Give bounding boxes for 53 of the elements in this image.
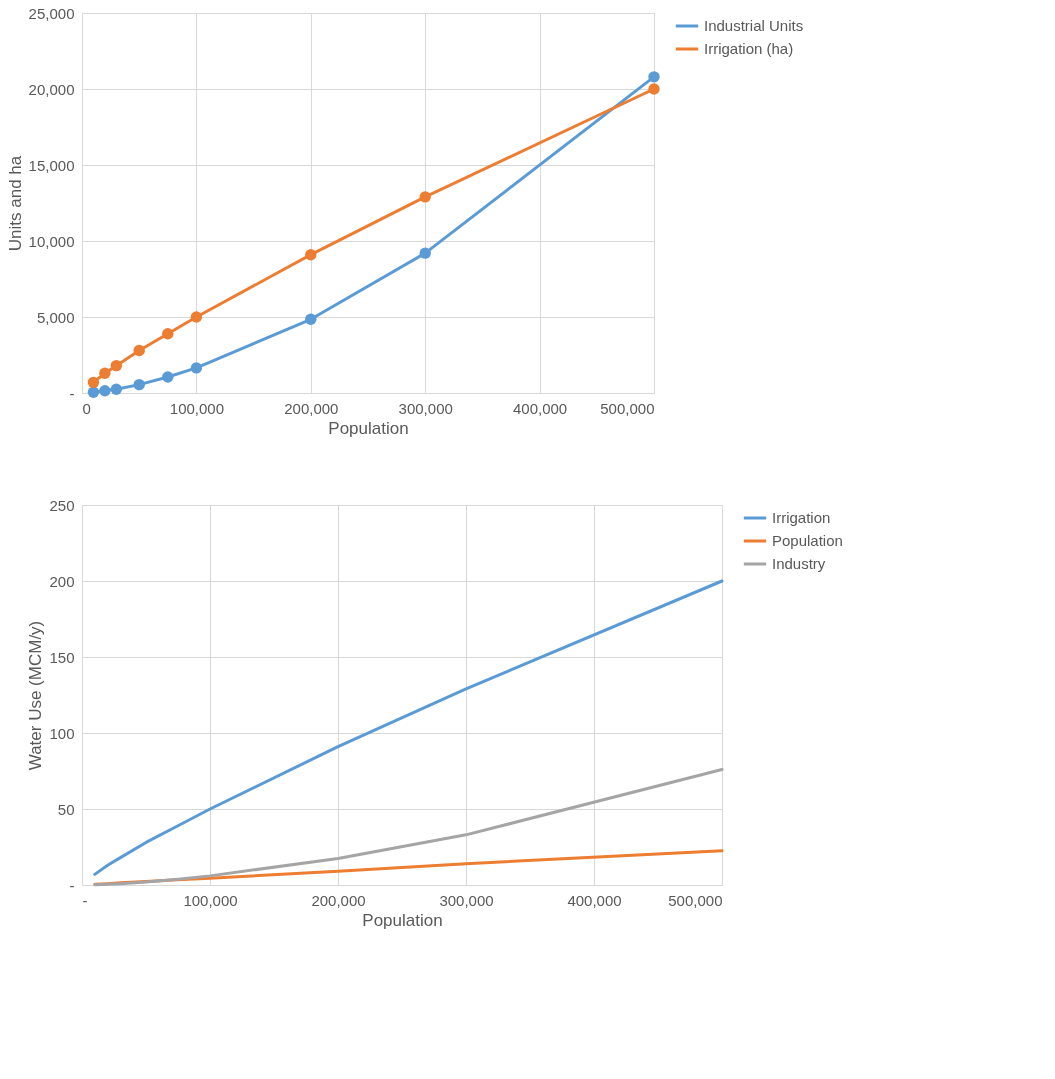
- point: [110, 383, 123, 395]
- point: [87, 376, 100, 389]
- point: [305, 248, 317, 261]
- x-tick-label: 100,000: [169, 399, 225, 417]
- y-tick-label: -: [69, 384, 75, 402]
- y-tick-label: 50: [57, 800, 75, 818]
- point: [162, 328, 174, 340]
- x-tick-label: 0: [82, 399, 91, 417]
- y-tick-label: 150: [49, 648, 75, 666]
- point: [419, 191, 431, 203]
- y-tick-label: 10,000: [28, 232, 75, 250]
- legend-label: Irrigation: [772, 509, 831, 526]
- point: [162, 371, 174, 383]
- y-axis-title: Water Use (MCM/y): [26, 620, 46, 771]
- x-tick-label: 500,000: [600, 399, 655, 417]
- point: [110, 359, 123, 372]
- point: [87, 386, 100, 398]
- x-tick-label: -: [82, 891, 88, 909]
- line-series: [93, 579, 724, 876]
- point: [190, 311, 203, 323]
- legend-label: Industrial Units: [704, 17, 804, 34]
- x-tick-label: 300,000: [398, 399, 453, 417]
- point: [133, 344, 145, 357]
- x-tick-label: 400,000: [567, 891, 622, 909]
- y-tick-label: 15,000: [28, 156, 75, 174]
- line-series: [93, 767, 724, 887]
- legend-label: Population: [772, 532, 843, 549]
- x-tick-label: 200,000: [284, 399, 339, 417]
- point: [133, 378, 145, 391]
- point: [99, 385, 111, 397]
- x-tick-label: 500,000: [668, 891, 723, 909]
- x-tick-label: 400,000: [512, 399, 568, 417]
- y-tick-label: -: [69, 876, 75, 894]
- x-axis-title: Population: [362, 910, 443, 930]
- x-axis-title: Population: [328, 418, 409, 438]
- point: [419, 247, 431, 259]
- y-tick-label: 100: [49, 724, 75, 742]
- point: [648, 83, 660, 95]
- x-tick-label: 200,000: [311, 891, 366, 909]
- legend-label: Irrigation (ha): [704, 40, 794, 57]
- y-tick-label: 200: [49, 572, 75, 590]
- point: [305, 313, 317, 325]
- point: [648, 71, 660, 83]
- y-tick-label: 5,000: [36, 308, 75, 326]
- y-tick-label: 25,000: [28, 4, 75, 22]
- x-tick-label: 300,000: [439, 891, 494, 909]
- point: [99, 367, 111, 379]
- x-tick-label: 100,000: [183, 891, 238, 909]
- y-axis-title: Units and ha: [5, 155, 25, 252]
- y-tick-label: 20,000: [28, 80, 75, 98]
- point: [190, 362, 203, 374]
- legend-label: Industry: [772, 555, 826, 572]
- y-tick-label: 250: [49, 496, 75, 514]
